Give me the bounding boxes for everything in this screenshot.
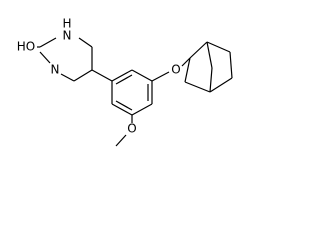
atom-label: N	[63, 29, 72, 43]
molecule-diagram: H N HO N O O	[17, 17, 233, 147]
atom-label: N	[51, 63, 60, 77]
atom-label: O	[171, 63, 180, 77]
bonds	[37, 37, 233, 147]
atom-label: O	[127, 122, 136, 136]
atom-label: H	[62, 17, 71, 31]
atom-label: HO	[17, 40, 35, 54]
